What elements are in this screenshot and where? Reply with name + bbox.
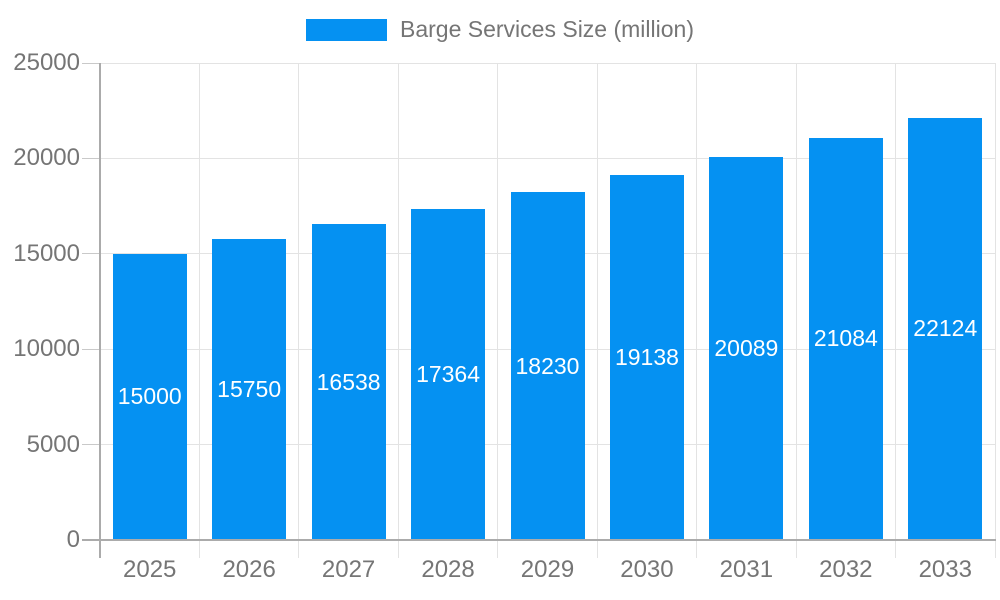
bar-2032[interactable]: 21084: [808, 137, 883, 540]
bar-value-label: 19138: [614, 343, 679, 370]
gridline-vertical: [298, 63, 300, 558]
y-axis-tick-label: 20000: [13, 144, 80, 172]
x-axis-tick-label: 2027: [321, 556, 376, 583]
gridline-vertical: [795, 63, 797, 558]
gridline-vertical: [696, 63, 698, 558]
y-axis-tick-label: 25000: [13, 49, 80, 76]
gridline-vertical: [497, 63, 499, 558]
gridline-vertical: [895, 63, 897, 558]
bar-2028[interactable]: 17364: [411, 208, 486, 540]
bar-2027[interactable]: 16538: [311, 224, 386, 540]
gridline-horizontal: [100, 157, 995, 159]
legend-item[interactable]: Barge Services Size (million): [306, 16, 694, 43]
legend-label: Barge Services Size (million): [400, 16, 694, 42]
y-axis-line: [99, 63, 101, 558]
gridline-horizontal: [100, 62, 995, 64]
bar-2031[interactable]: 20089: [709, 156, 784, 540]
y-axis-tick-mark: [82, 253, 100, 255]
legend-swatch: [306, 18, 387, 41]
x-axis-line: [82, 539, 996, 541]
y-axis-tick-label: 0: [66, 526, 80, 553]
x-axis-tick-label: 2028: [421, 556, 475, 583]
gridline-vertical: [596, 63, 598, 558]
gridline-vertical: [198, 63, 200, 558]
x-axis-tick-label: 2033: [918, 556, 972, 583]
bar-value-label: 18230: [515, 352, 580, 379]
bar-value-label: 15750: [217, 376, 282, 403]
x-axis-tick-label: 2029: [520, 556, 575, 583]
x-axis-tick-label: 2025: [123, 556, 177, 583]
x-axis-tick-label: 2031: [719, 556, 774, 583]
bar-value-label: 17364: [416, 360, 481, 387]
bar-2033[interactable]: 22124: [908, 117, 983, 540]
gridline-vertical: [994, 63, 996, 558]
y-axis-tick-label: 5000: [26, 430, 80, 458]
bar-2025[interactable]: 15000: [112, 253, 187, 540]
bar-value-label: 15000: [117, 383, 182, 410]
plot-area: 15000 15750 16538 17364 18230 19138 20089 21084…: [82, 62, 996, 558]
bar-2030[interactable]: 19138: [609, 174, 684, 540]
bar-2026[interactable]: 15750: [212, 239, 287, 540]
y-axis-tick-mark: [82, 444, 100, 446]
y-axis-tick-label: 15000: [13, 239, 80, 267]
x-axis-tick-label: 2032: [819, 556, 873, 583]
gridline-vertical: [397, 63, 399, 558]
bar-value-label: 22124: [913, 315, 978, 342]
bar-value-label: 16538: [316, 368, 381, 395]
bar-2029[interactable]: 18230: [510, 192, 585, 540]
y-axis-tick-mark: [82, 348, 100, 350]
x-axis-tick-label: 2030: [620, 556, 674, 583]
y-axis-tick-mark: [82, 157, 100, 159]
y-axis-tick-label: 10000: [13, 335, 80, 363]
bar-value-label: 21084: [813, 325, 878, 352]
y-axis-tick-mark: [82, 62, 100, 64]
bar-value-label: 20089: [714, 334, 779, 361]
x-axis-tick-label: 2026: [222, 556, 276, 583]
legend: Barge Services Size (million): [0, 16, 1000, 43]
